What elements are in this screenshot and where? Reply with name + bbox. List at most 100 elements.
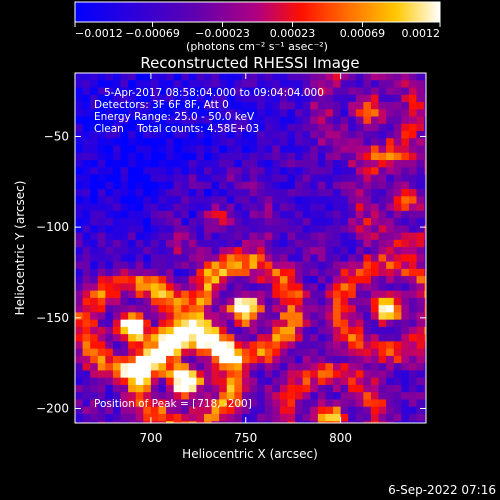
heatmap-cell — [211, 239, 220, 248]
heatmap-cell — [272, 254, 281, 262]
heatmap-cell — [370, 189, 379, 197]
heatmap-cell — [333, 247, 342, 255]
heatmap-cell — [226, 319, 235, 328]
heatmap-cell — [287, 341, 296, 350]
heatmap-cell — [348, 370, 357, 379]
heatmap-cell — [249, 276, 258, 284]
heatmap-cell — [408, 167, 417, 175]
heatmap-cell — [166, 399, 175, 408]
heatmap-cell — [325, 225, 334, 233]
heatmap-cell — [204, 326, 213, 335]
heatmap-cell — [128, 377, 137, 386]
heatmap-cell — [386, 254, 395, 262]
heatmap-cell — [181, 239, 190, 248]
heatmap-cell — [204, 73, 213, 81]
heatmap-cell — [310, 355, 319, 364]
heatmap-cell — [135, 384, 144, 393]
heatmap-cell — [143, 268, 152, 277]
heatmap-cell — [348, 138, 357, 146]
heatmap-cell — [340, 254, 349, 262]
heatmap-cell — [128, 247, 137, 255]
heatmap-cell — [204, 123, 213, 132]
heatmap-cell — [105, 384, 114, 393]
heatmap-cell — [264, 247, 273, 255]
heatmap-cell — [112, 218, 121, 226]
heatmap-cell — [333, 73, 342, 81]
heatmap-cell — [370, 341, 379, 350]
heatmap-cell — [310, 73, 319, 81]
heatmap-cell — [120, 406, 129, 415]
heatmap-cell — [188, 109, 197, 117]
heatmap-cell — [82, 312, 91, 321]
heatmap-cell — [158, 305, 167, 313]
heatmap-cell — [241, 131, 250, 139]
heatmap-cell — [249, 73, 258, 81]
heatmap-cell — [386, 123, 395, 132]
heatmap-cell — [249, 421, 258, 423]
heatmap-cell — [279, 297, 288, 306]
heatmap-cell — [249, 102, 258, 110]
heatmap-cell — [143, 421, 152, 423]
heatmap-cell — [333, 297, 342, 306]
heatmap-cell — [310, 160, 319, 168]
heatmap-cell — [295, 196, 304, 204]
heatmap-cell — [234, 225, 243, 233]
heatmap-cell — [188, 334, 197, 342]
heatmap-cell — [424, 225, 426, 233]
heatmap-cell — [211, 305, 220, 313]
heatmap-cell — [257, 123, 266, 132]
heatmap-cell — [370, 87, 379, 96]
heatmap-cell — [424, 312, 426, 321]
heatmap-cell — [363, 232, 372, 241]
heatmap-cell — [348, 181, 357, 190]
heatmap-cell — [355, 218, 364, 226]
heatmap-cell — [340, 334, 349, 342]
heatmap-cell — [424, 167, 426, 175]
heatmap-cell — [370, 421, 379, 423]
heatmap-cell — [135, 392, 144, 400]
heatmap-cell — [370, 225, 379, 233]
heatmap-cell — [97, 334, 106, 342]
heatmap-cell — [279, 406, 288, 415]
heatmap-cell — [241, 94, 250, 103]
heatmap-cell — [135, 261, 144, 270]
heatmap-cell — [408, 421, 417, 423]
heatmap-cell — [378, 210, 387, 219]
heatmap-cell — [264, 73, 273, 81]
heatmap-cell — [416, 363, 425, 371]
heatmap-cell — [279, 261, 288, 270]
heatmap-cell — [302, 305, 311, 313]
heatmap-cell — [211, 319, 220, 328]
heatmap-cell — [75, 80, 83, 88]
heatmap-cell — [257, 319, 266, 328]
heatmap-cell — [249, 406, 258, 415]
heatmap-cell — [204, 131, 213, 139]
heatmap-cell — [158, 225, 167, 233]
colorbar-tick-label: 0.00023 — [270, 27, 316, 40]
heatmap-cell — [181, 225, 190, 233]
heatmap-cell — [355, 326, 364, 335]
heatmap-cell — [211, 377, 220, 386]
heatmap-cell — [158, 276, 167, 284]
heatmap-cell — [257, 232, 266, 241]
heatmap-cell — [143, 102, 152, 110]
heatmap-cell — [241, 268, 250, 277]
heatmap-cell — [241, 363, 250, 371]
heatmap-cell — [143, 210, 152, 219]
heatmap-cell — [204, 218, 213, 226]
heatmap-cell — [348, 102, 357, 110]
heatmap-cell — [378, 312, 387, 321]
heatmap-cell — [264, 413, 273, 422]
heatmap-cell — [401, 413, 410, 422]
heatmap-cell — [120, 326, 129, 335]
heatmap-cell — [150, 261, 159, 270]
heatmap-cell — [158, 232, 167, 241]
heatmap-cell — [135, 160, 144, 168]
heatmap-cell — [82, 319, 91, 328]
heatmap-cell — [279, 370, 288, 379]
heatmap-cell — [317, 239, 326, 248]
heatmap-cell — [302, 102, 311, 110]
heatmap-cell — [234, 319, 243, 328]
heatmap-cell — [401, 341, 410, 350]
heatmap-cell — [241, 319, 250, 328]
